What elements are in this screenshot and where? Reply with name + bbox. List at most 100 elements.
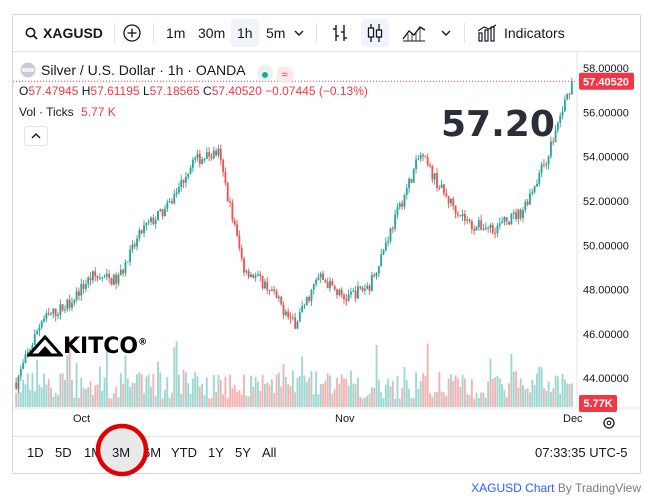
candle-body	[94, 271, 97, 277]
range-5y[interactable]: 5Y	[235, 445, 251, 460]
candle-body	[45, 313, 48, 319]
volume-bar	[440, 391, 443, 407]
candle-body	[136, 238, 138, 247]
candle-body	[529, 193, 531, 205]
symbol-search-button[interactable]: XAGUSD	[19, 19, 111, 47]
volume-bar	[338, 383, 341, 407]
interval-dropdown[interactable]	[290, 19, 308, 47]
volume-bar	[529, 392, 531, 407]
settings-gear[interactable]	[603, 417, 615, 429]
range-3m[interactable]: 3M	[112, 445, 131, 460]
candle-body	[198, 153, 201, 164]
interval-1h[interactable]: 1h	[231, 19, 259, 47]
volume-bar	[357, 377, 359, 407]
volume-bar	[22, 379, 25, 407]
symbol-chart-link[interactable]: XAGUSD Chart	[471, 481, 555, 495]
candle-body	[115, 274, 118, 284]
candle-body	[110, 278, 113, 285]
candle-body	[484, 227, 487, 230]
range-1y[interactable]: 1Y	[208, 445, 224, 460]
volume-bar	[522, 385, 524, 407]
data-quality-icon[interactable]: ≈	[276, 67, 293, 83]
candle-body	[440, 184, 443, 188]
volume-bar	[215, 391, 218, 407]
candle-body	[308, 296, 311, 301]
volume-bar	[236, 391, 238, 407]
volume-bar	[91, 395, 94, 407]
volume-bar	[291, 370, 294, 407]
chart-area[interactable]: 58.00000 56.00000 54.00000 52.00000 50.00000…	[13, 52, 640, 435]
candle-body	[301, 306, 304, 313]
range-ytd[interactable]: YTD	[171, 445, 197, 460]
volume-bar	[505, 397, 508, 407]
price-axis[interactable]: 58.00000 56.00000 54.00000 52.00000 50.00000…	[583, 63, 629, 385]
volume-bar	[552, 388, 555, 407]
volume-bar	[19, 392, 22, 407]
candle-body	[268, 290, 271, 292]
volume-bar	[201, 383, 204, 407]
candle-body	[357, 286, 359, 299]
collapse-legend-button[interactable]	[24, 126, 48, 146]
compare-symbol-button[interactable]	[119, 19, 145, 47]
volume-bar	[264, 384, 266, 407]
candle-body	[145, 222, 148, 226]
candle-body	[568, 93, 571, 95]
candles-style-button[interactable]	[361, 19, 389, 47]
chart-style-dropdown[interactable]	[437, 19, 455, 47]
candle-body	[159, 209, 162, 212]
volume-bar	[164, 389, 166, 407]
range-all[interactable]: All	[262, 445, 277, 460]
candle-body	[563, 99, 566, 112]
volume-bar	[561, 373, 564, 407]
candle-body	[326, 282, 329, 289]
bars-style-button[interactable]	[326, 19, 352, 47]
volume-bar	[563, 379, 566, 407]
price-chart[interactable]: 58.00000 56.00000 54.00000 52.00000 50.00000…	[13, 52, 640, 435]
volume-bar	[463, 378, 466, 407]
candle-body	[129, 249, 132, 262]
candle-body	[387, 241, 390, 243]
candle-body	[147, 221, 150, 223]
volume-bar	[315, 371, 318, 407]
volume-bar	[87, 387, 90, 407]
volume-bar	[298, 375, 301, 407]
volume-bar	[175, 341, 178, 407]
time-tick-label: Nov	[335, 413, 355, 425]
volume-bar	[59, 373, 62, 407]
candle-body	[73, 299, 76, 303]
candlestick-series	[15, 77, 573, 393]
tradingview-credit[interactable]: By TradingView	[557, 481, 641, 495]
timezone-clock[interactable]: 07:33:35 UTC-5	[535, 445, 628, 460]
interval-1m[interactable]: 1m	[166, 25, 186, 41]
volume-bar	[224, 376, 227, 407]
area-style-button[interactable]	[399, 19, 429, 47]
candle-body	[203, 158, 206, 160]
volume-bar	[408, 388, 411, 407]
candle-body	[180, 179, 183, 187]
range-5d[interactable]: 5D	[55, 445, 72, 460]
volume-bar	[519, 378, 522, 407]
volume-bar	[389, 386, 392, 407]
volume-bar	[173, 347, 176, 407]
candle-body	[15, 382, 18, 389]
candle-body	[505, 217, 508, 222]
indicators-button[interactable]: Indicators	[472, 19, 578, 47]
red-circle-annotation	[95, 423, 149, 477]
candle-body	[266, 281, 269, 291]
volume-bar	[145, 376, 148, 407]
interval-5m[interactable]: 5m	[266, 25, 286, 41]
candle-body	[417, 158, 420, 160]
volume-bar	[266, 382, 269, 407]
candle-body	[443, 184, 445, 194]
volume-bar	[231, 388, 234, 407]
candle-body	[101, 277, 104, 279]
time-axis[interactable]: Oct Nov Dec	[73, 413, 583, 425]
candle-body	[408, 178, 411, 189]
range-1d[interactable]: 1D	[27, 445, 44, 460]
volume-bar	[54, 392, 57, 407]
volume-bar	[98, 366, 101, 407]
market-open-indicator[interactable]	[256, 65, 273, 81]
interval-30m[interactable]: 30m	[198, 25, 226, 41]
candle-body	[289, 317, 292, 319]
